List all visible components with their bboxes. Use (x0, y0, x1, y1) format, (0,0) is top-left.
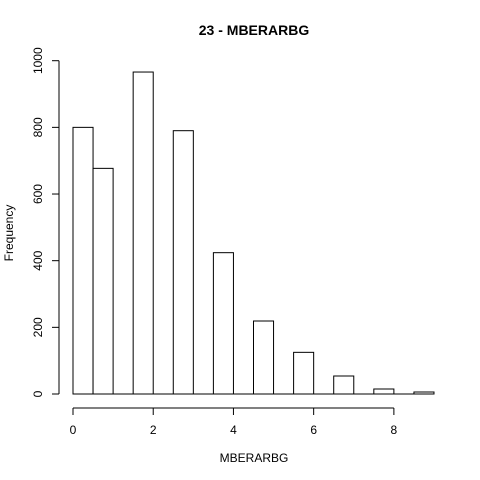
histogram-bar-7 (212, 252, 234, 395)
histogram-bar-15 (373, 388, 395, 395)
y-tick-label: 600 (31, 184, 45, 204)
x-tick-label: 8 (391, 423, 398, 437)
y-tick-label: 800 (31, 117, 45, 137)
y-axis: 0 200 400 600 800 1000 (31, 47, 60, 397)
y-axis-label: Frequency (2, 205, 16, 262)
x-tick-label: 2 (150, 423, 157, 437)
histogram-bar-5 (172, 130, 194, 395)
histogram-bar-11 (293, 351, 315, 395)
x-axis: 0 2 4 6 8 (70, 407, 398, 437)
y-tick-label: 400 (31, 250, 45, 270)
histogram-bar-3 (132, 71, 154, 395)
chart-title: 23 - MBERARBG (199, 22, 310, 38)
x-tick-label: 6 (310, 423, 317, 437)
histogram-bar-0 (72, 126, 94, 395)
histogram-bar-13 (333, 375, 355, 395)
histogram-bar-9 (252, 320, 275, 395)
y-tick-label: 1000 (31, 47, 45, 74)
y-tick-label: 200 (31, 317, 45, 337)
x-axis-label: MBERARBG (220, 451, 289, 465)
x-tick-label: 4 (230, 423, 237, 437)
y-tick-label: 0 (31, 390, 45, 397)
histogram-bar-1 (92, 167, 114, 395)
x-tick-label: 0 (70, 423, 77, 437)
bars-group (72, 71, 435, 395)
histogram-bar-17 (413, 391, 435, 395)
